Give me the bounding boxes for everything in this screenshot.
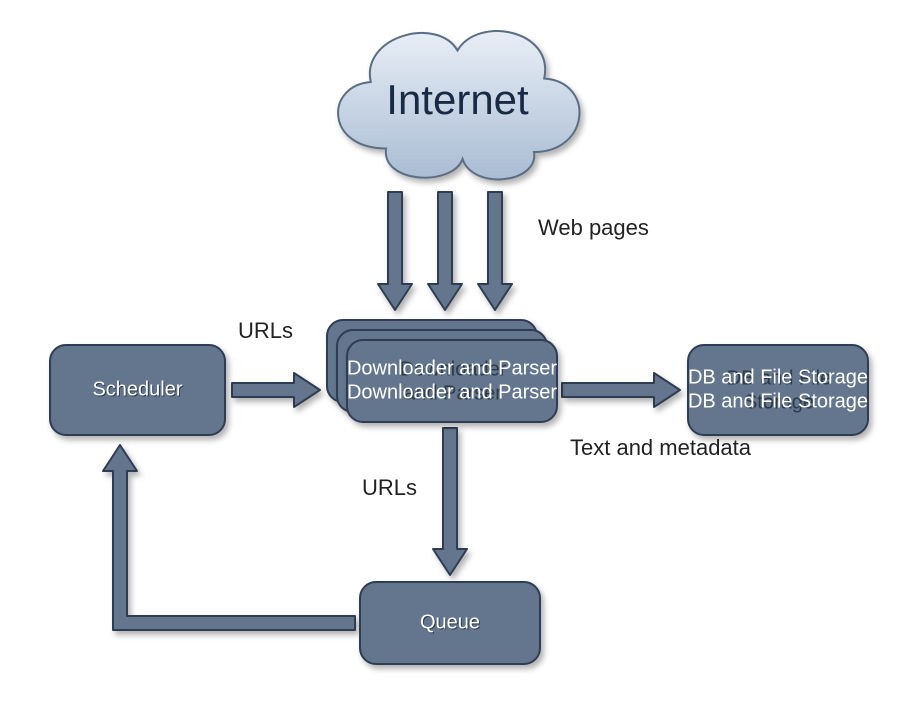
node-label-downloader: Downloader and Parser — [347, 357, 557, 379]
node-label-storage: DB and File Storage — [688, 366, 868, 388]
edge-e1-0 — [378, 192, 412, 310]
edge-e3 — [562, 373, 680, 407]
edge-label-e3: Text and metadata — [570, 435, 752, 460]
edge-e4 — [433, 428, 467, 575]
edge-label-e4: URLs — [362, 475, 417, 500]
flowchart-canvas: InternetSchedulerSchedulerDownloaderDown… — [0, 0, 917, 718]
node-label-queue: Queue — [420, 611, 480, 633]
edge-e1-2 — [478, 192, 512, 310]
edge-e5 — [103, 445, 355, 630]
node-label-storage: DB and File Storage — [688, 390, 868, 412]
edge-label-e2: URLs — [238, 318, 293, 343]
node-label-scheduler: Scheduler — [92, 378, 182, 400]
edge-e1-1 — [428, 192, 462, 310]
node-label-downloader: Downloader and Parser — [347, 381, 557, 403]
node-label-internet: Internet — [386, 76, 529, 123]
edge-label-e1: Web pages — [538, 215, 649, 240]
edge-e2 — [232, 373, 320, 407]
